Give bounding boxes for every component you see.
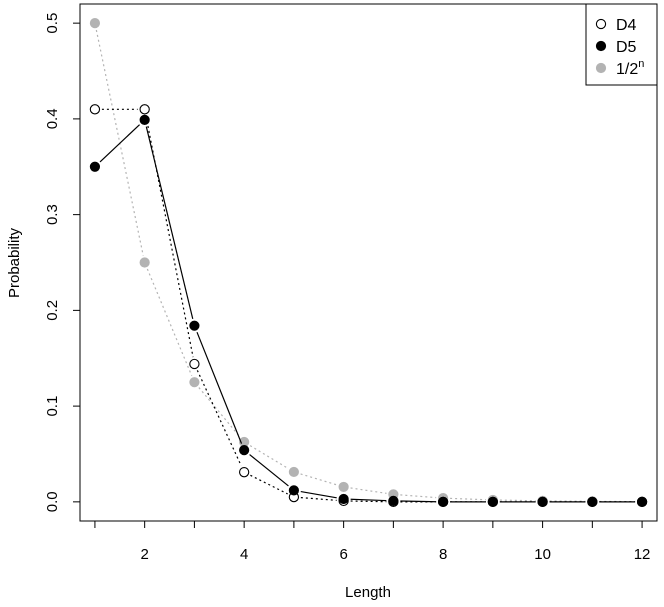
- legend-label-superscript: n: [638, 58, 644, 70]
- data-point: [338, 481, 349, 493]
- series-line-segment: [145, 126, 194, 320]
- legend-label: D4: [616, 17, 637, 34]
- y-axis: 0.0 0.1 0.2 0.3 0.4 0.5: [44, 13, 81, 512]
- legend-marker: [595, 18, 607, 30]
- data-point: [288, 466, 299, 478]
- x-tick-label: 12: [634, 546, 651, 563]
- data-point: [438, 496, 449, 507]
- series-D5: [89, 114, 648, 507]
- series-line-segment: [196, 370, 242, 467]
- x-tick-label: 4: [240, 546, 248, 563]
- series-line-segment: [198, 387, 241, 438]
- data-point: [238, 467, 250, 478]
- series-line-segment: [350, 487, 387, 494]
- data-point: [537, 496, 548, 507]
- series-layer: [89, 18, 648, 508]
- series-line-segment: [450, 497, 486, 501]
- series-line-segment: [99, 124, 140, 163]
- data-point: [189, 358, 200, 370]
- y-tick-label: 0.3: [44, 204, 61, 225]
- series-line-segment: [249, 454, 289, 487]
- legend-marker: [595, 40, 607, 52]
- series-line-segment: [350, 500, 387, 503]
- y-tick-label: 0.2: [44, 300, 61, 321]
- data-point: [239, 445, 250, 456]
- series-line-segment: [300, 473, 338, 486]
- y-tick-label: 0.5: [44, 13, 61, 34]
- series-12: [89, 18, 648, 507]
- data-point: [587, 496, 598, 507]
- x-axis: 2 4 6 8 10 12: [94, 520, 651, 563]
- x-tick-label: 6: [339, 546, 347, 563]
- series-line-segment: [300, 497, 337, 501]
- series-line-segment: [250, 474, 288, 495]
- data-point: [189, 320, 200, 331]
- series-line-segment: [196, 331, 243, 444]
- data-point: [636, 496, 648, 507]
- x-tick-label: 8: [439, 546, 447, 563]
- data-point: [139, 114, 150, 125]
- legend: D4 D5 1/2n: [585, 3, 658, 86]
- legend-label: D5: [616, 39, 637, 56]
- y-tick-label: 0.4: [44, 108, 61, 129]
- y-axis-label: Probability: [6, 227, 23, 298]
- x-tick-label: 10: [534, 546, 551, 563]
- data-point: [89, 18, 101, 29]
- plot-frame: [79, 3, 658, 522]
- data-point: [388, 495, 399, 506]
- series-line-segment: [400, 494, 437, 499]
- data-point: [89, 161, 101, 172]
- data-point: [139, 257, 150, 268]
- series-line-segment: [146, 268, 193, 376]
- data-point: [139, 104, 150, 115]
- x-axis-label: Length: [345, 584, 391, 601]
- y-tick-label: 0.1: [44, 396, 61, 417]
- data-point: [338, 493, 349, 505]
- series-line-segment: [350, 498, 387, 502]
- data-point: [288, 485, 299, 496]
- series-line-segment: [300, 490, 337, 499]
- series-line-segment: [499, 499, 536, 502]
- data-point: [487, 496, 498, 507]
- series-D4: [89, 104, 648, 508]
- data-point: [89, 104, 101, 115]
- legend-label: 1/2n: [616, 58, 644, 78]
- data-point: [189, 377, 200, 388]
- series-line-segment: [249, 445, 289, 469]
- series-line-segment: [400, 500, 437, 503]
- x-tick-label: 2: [140, 546, 148, 563]
- y-tick-label: 0.0: [44, 491, 61, 512]
- legend-marker: [595, 62, 607, 74]
